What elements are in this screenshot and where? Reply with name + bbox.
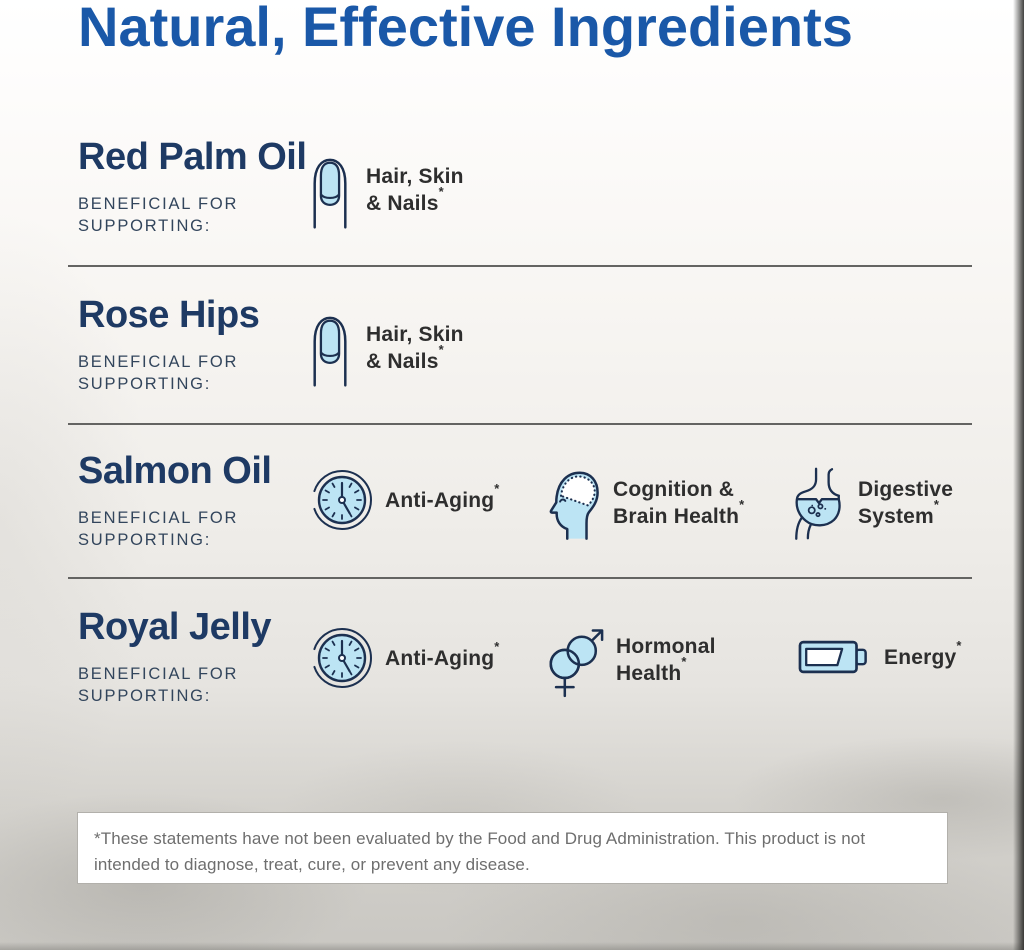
benefit-label: Cognition & Brain Health* <box>613 478 745 528</box>
fingernail-icon <box>308 311 352 387</box>
ingredient-block: Rose Hips BENEFICIAL FOR SUPPORTING: <box>78 294 260 396</box>
gender-symbols-icon <box>543 624 605 698</box>
benefit-label: Hair, Skin & Nails* <box>366 165 464 215</box>
ingredient-name: Rose Hips <box>78 294 260 336</box>
benefit-label: Hair, Skin & Nails* <box>366 323 464 373</box>
ingredient-name: Royal Jelly <box>78 606 272 648</box>
beneficial-label: BENEFICIAL FOR SUPPORTING: <box>78 665 239 706</box>
ingredient-row-red-palm-oil: Red Palm Oil BENEFICIAL FOR SUPPORTING: … <box>0 138 1024 268</box>
page-title: Natural, Effective Ingredients <box>78 0 853 58</box>
ingredient-row-salmon-oil: Salmon Oil BENEFICIAL FOR SUPPORTING: <box>0 452 1024 582</box>
benefit-cognition-brain-health: Cognition & Brain Health* <box>548 468 744 540</box>
clock-icon <box>310 626 374 690</box>
ingredient-block: Salmon Oil BENEFICIAL FOR SUPPORTING: <box>78 450 272 552</box>
beneficial-label: BENEFICIAL FOR SUPPORTING: <box>78 509 239 550</box>
benefit-label: Digestive System* <box>858 478 954 528</box>
asterisk: * <box>494 480 500 496</box>
benefit-hormonal-health: Hormonal Health* <box>543 624 716 698</box>
bottom-edge-shadow <box>0 942 1024 950</box>
disclaimer-text: *These statements have not been evaluate… <box>94 829 866 875</box>
battery-icon <box>796 634 872 680</box>
row-divider <box>68 577 972 579</box>
asterisk: * <box>681 654 687 669</box>
disclaimer-box: *These statements have not been evaluate… <box>77 812 948 884</box>
beneficial-label: BENEFICIAL FOR SUPPORTING: <box>78 353 239 394</box>
benefit-anti-aging: Anti-Aging* <box>310 468 500 532</box>
ingredient-block: Royal Jelly BENEFICIAL FOR SUPPORTING: <box>78 606 272 708</box>
benefit-label: Anti-Aging* <box>385 638 500 670</box>
right-edge-shadow <box>1013 0 1024 950</box>
head-profile-icon <box>548 468 600 540</box>
benefit-hair-skin-nails: Hair, Skin & Nails* <box>308 153 464 229</box>
benefit-label: Anti-Aging* <box>385 480 500 512</box>
asterisk: * <box>438 342 444 357</box>
benefit-anti-aging: Anti-Aging* <box>310 626 500 690</box>
ingredient-block: Red Palm Oil BENEFICIAL FOR SUPPORTING: <box>78 136 307 238</box>
clock-icon <box>310 468 374 532</box>
ingredient-row-rose-hips: Rose Hips BENEFICIAL FOR SUPPORTING: Hai… <box>0 296 1024 426</box>
asterisk: * <box>438 184 444 199</box>
ingredient-name: Red Palm Oil <box>78 136 307 178</box>
stomach-icon <box>790 466 846 542</box>
row-divider <box>68 265 972 267</box>
beneficial-label: BENEFICIAL FOR SUPPORTING: <box>78 195 239 236</box>
ingredient-row-royal-jelly: Royal Jelly BENEFICIAL FOR SUPPORTING: <box>0 608 1024 738</box>
asterisk: * <box>956 637 962 653</box>
benefit-digestive-system: Digestive System* <box>790 466 953 542</box>
benefit-energy: Energy* <box>796 634 962 680</box>
benefit-label: Hormonal Health* <box>616 635 716 685</box>
benefit-hair-skin-nails: Hair, Skin & Nails* <box>308 311 464 387</box>
fingernail-icon <box>308 153 352 229</box>
benefit-label: Energy* <box>884 637 962 669</box>
asterisk: * <box>739 497 745 512</box>
ingredient-name: Salmon Oil <box>78 450 272 492</box>
asterisk: * <box>494 638 500 654</box>
asterisk: * <box>933 497 940 512</box>
row-divider <box>68 423 972 425</box>
